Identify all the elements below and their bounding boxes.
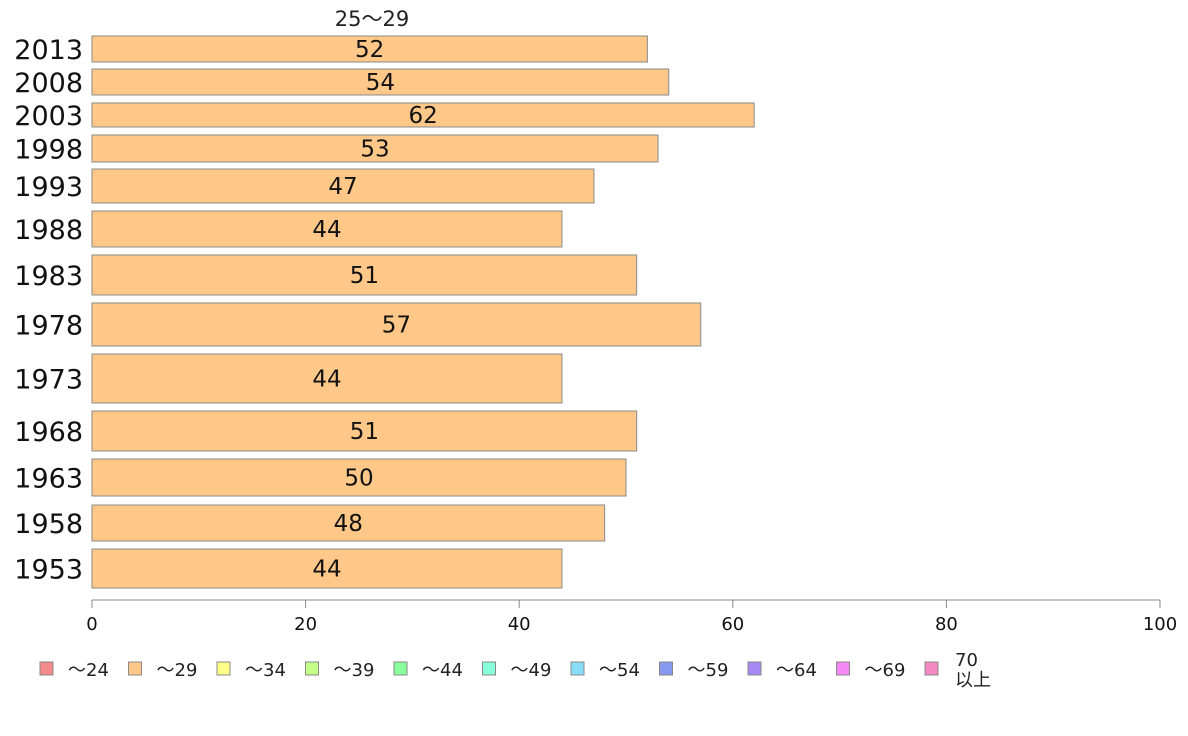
legend-swatch-9 — [836, 661, 850, 676]
category-label-2003: 2003 — [14, 101, 83, 132]
legend-swatch-10 — [924, 661, 939, 676]
x-tick-label-40: 40 — [508, 614, 531, 635]
value-label-1958: 48 — [334, 511, 363, 537]
x-tick-label-60: 60 — [721, 614, 744, 635]
bar-1988 — [91, 210, 563, 248]
legend-swatch-0 — [39, 661, 54, 676]
bar-1953 — [91, 548, 563, 589]
x-tick-label-100: 100 — [1143, 614, 1177, 635]
legend-label-7: 〜59 — [688, 660, 729, 681]
value-label-1998: 53 — [360, 137, 389, 163]
legend-swatch-6 — [570, 661, 585, 676]
legend-label-8: 〜64 — [776, 660, 817, 681]
bar-1983 — [91, 254, 638, 296]
category-label-1968: 1968 — [14, 417, 83, 448]
legend-label-4: 〜44 — [422, 660, 463, 681]
bar-1978 — [91, 302, 702, 347]
legend-label-2: 〜34 — [245, 660, 286, 681]
bar-1968 — [91, 410, 638, 452]
legend-swatch-5 — [482, 661, 496, 676]
bar-2013 — [91, 35, 648, 63]
category-label-1978: 1978 — [14, 311, 83, 342]
legend-label-0: 〜24 — [68, 660, 109, 681]
bar-group: 2013 52 2008 54 2003 62 1998 53 1993 47 1988 44 1983… — [14, 35, 755, 589]
legend-label-1: 〜29 — [157, 660, 198, 681]
value-label-1978: 57 — [382, 313, 411, 339]
legend-swatch-8 — [747, 661, 762, 676]
legend-swatch-1 — [128, 661, 142, 676]
bar-2003 — [91, 102, 755, 128]
value-label-1973: 44 — [312, 367, 341, 393]
legend-label-10: 70 以上 — [955, 650, 991, 691]
value-label-1968: 51 — [350, 419, 379, 445]
legend-label-5: 〜49 — [511, 660, 552, 681]
category-label-1993: 1993 — [14, 172, 83, 203]
legend-swatch-7 — [659, 661, 673, 676]
category-label-1963: 1963 — [14, 464, 83, 495]
bar-1998 — [91, 134, 659, 163]
value-label-2008: 54 — [366, 70, 395, 96]
bar-1993 — [91, 168, 595, 204]
category-label-2013: 2013 — [14, 35, 83, 66]
legend-label-6: 〜54 — [599, 660, 640, 681]
value-label-1953: 44 — [312, 557, 341, 583]
bar-1973 — [91, 353, 563, 404]
legend: 〜24 〜29 〜34 〜39 〜44 〜49 〜54 〜59 〜64 〜69 70 以上 — [39, 650, 991, 691]
category-label-1973: 1973 — [14, 365, 83, 396]
value-label-1963: 50 — [344, 466, 373, 492]
bar-2008 — [91, 68, 670, 96]
legend-label-9: 〜69 — [865, 660, 906, 681]
x-tick-label-20: 20 — [294, 614, 317, 635]
x-tick-label-80: 80 — [935, 614, 958, 635]
legend-label-3: 〜39 — [334, 660, 375, 681]
value-label-1983: 51 — [350, 263, 379, 289]
value-label-2003: 62 — [408, 103, 437, 129]
value-label-1988: 44 — [312, 217, 341, 243]
series-label: 25〜29 — [335, 7, 409, 31]
category-label-2008: 2008 — [14, 68, 83, 99]
category-label-1958: 1958 — [14, 509, 83, 540]
x-axis: 0 20 40 60 80 100 — [86, 599, 1177, 635]
legend-swatch-4 — [393, 661, 408, 676]
value-label-1993: 47 — [328, 174, 357, 200]
category-label-1953: 1953 — [14, 555, 83, 586]
category-label-1983: 1983 — [14, 261, 83, 292]
legend-swatch-3 — [305, 661, 319, 676]
legend-swatch-2 — [216, 661, 231, 676]
x-tick-label-0: 0 — [86, 614, 97, 635]
value-label-2013: 52 — [355, 37, 384, 63]
bar-1958 — [91, 504, 606, 542]
category-label-1988: 1988 — [14, 215, 83, 246]
bar-1963 — [91, 458, 627, 497]
category-label-1998: 1998 — [14, 135, 83, 166]
